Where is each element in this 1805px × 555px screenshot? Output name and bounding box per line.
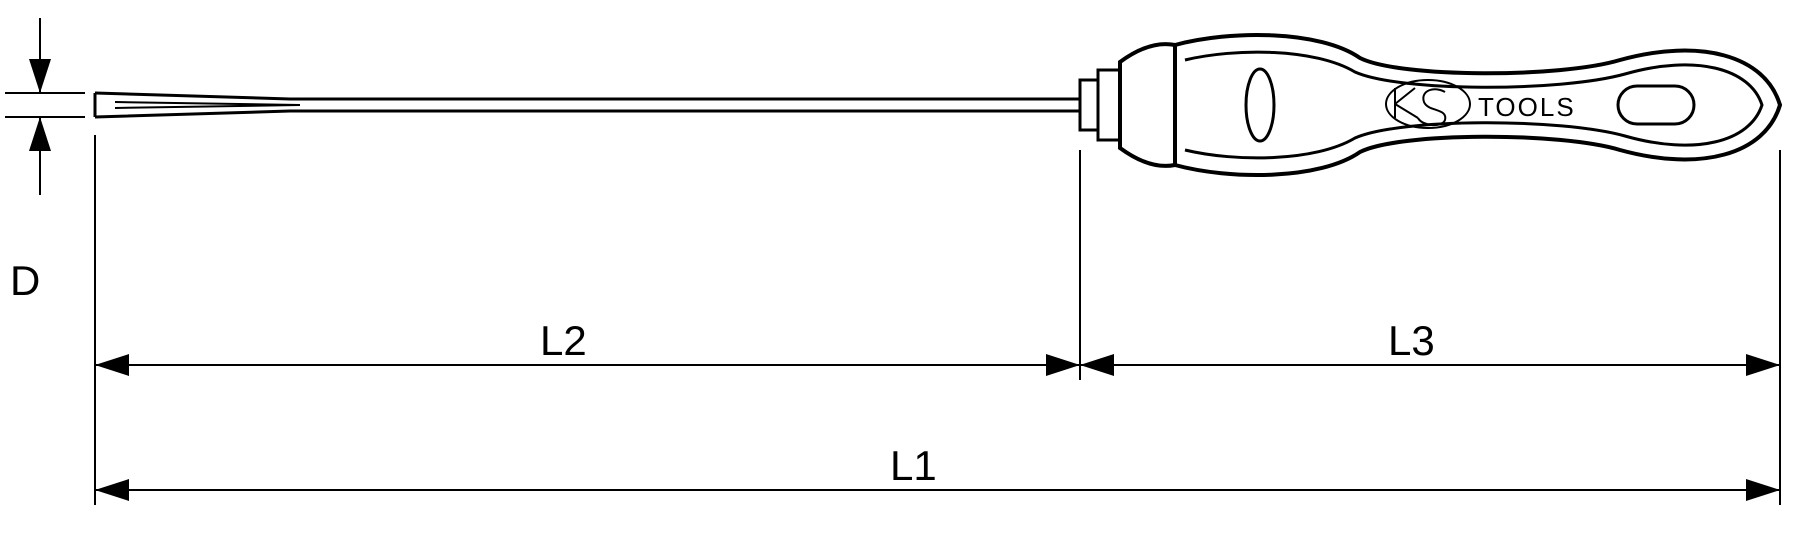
arrowhead-l3-left — [1080, 354, 1114, 376]
label-l2: L2 — [540, 317, 587, 364]
label-l1: L1 — [890, 442, 937, 489]
handle: TOOLS — [1120, 35, 1780, 175]
dimension-d: D — [5, 18, 85, 304]
handle-hang-hole — [1618, 86, 1694, 124]
dimension-l1: L1 — [95, 442, 1780, 501]
shaft — [95, 93, 1080, 117]
arrowhead-l2-left — [95, 354, 129, 376]
dimension-l3: L3 — [1080, 317, 1780, 376]
ks-logo — [1386, 80, 1470, 128]
screwdriver: TOOLS — [95, 35, 1780, 175]
dimension-l2: L2 — [95, 317, 1080, 376]
ferrule — [1080, 70, 1120, 140]
handle-slot-front — [1246, 69, 1274, 141]
arrowhead-l1-left — [95, 479, 129, 501]
logo-text: TOOLS — [1478, 92, 1576, 122]
arrowhead-d-top — [29, 59, 51, 93]
technical-drawing: TOOLS D L2 L3 — [0, 0, 1805, 555]
label-d: D — [10, 257, 40, 304]
arrowhead-d-bot — [29, 117, 51, 151]
label-l3: L3 — [1388, 317, 1435, 364]
arrowhead-l1-right — [1746, 479, 1780, 501]
arrowhead-l3-right — [1746, 354, 1780, 376]
arrowhead-l2-right — [1046, 354, 1080, 376]
